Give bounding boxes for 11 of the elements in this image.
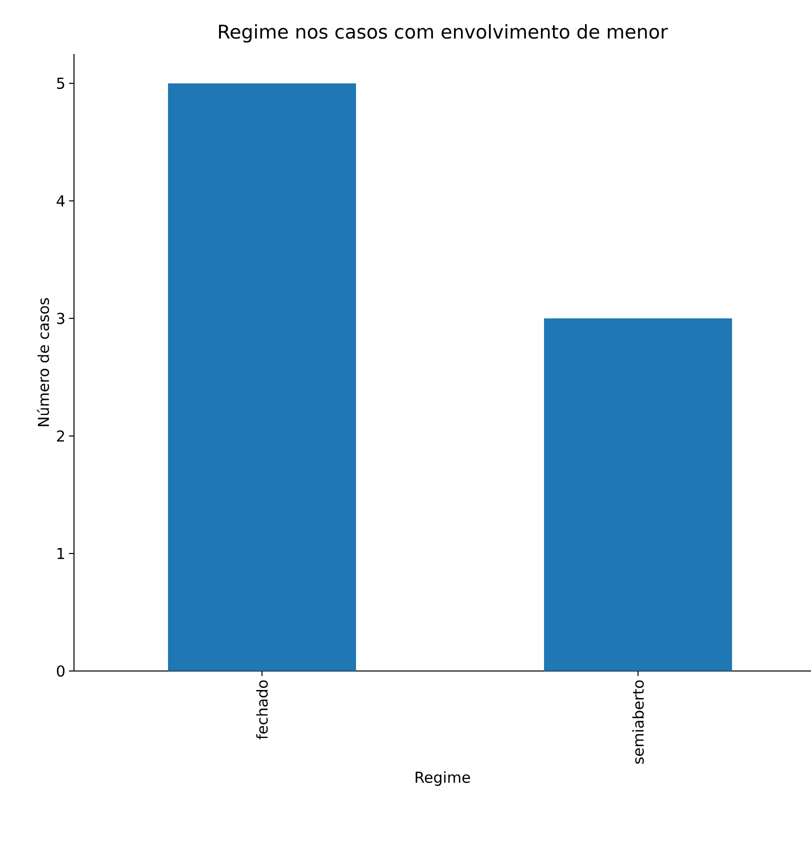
y-tick-label: 5	[57, 78, 64, 89]
y-tick-label: 1	[58, 548, 64, 559]
y-tick-label: 2	[57, 430, 64, 442]
y-tick-label: 0	[56, 665, 64, 677]
y-tick-label: 4	[56, 195, 65, 206]
x-tick-label: semiaberto	[632, 680, 644, 764]
y-tick-label: 3	[57, 312, 64, 324]
chart-title: Regime nos casos com envolvimento de menor	[219, 24, 668, 42]
y-axis-title: Número de casos	[36, 298, 50, 426]
x-tick-label: fechado	[256, 680, 268, 740]
x-axis-title: Regime	[416, 771, 470, 786]
